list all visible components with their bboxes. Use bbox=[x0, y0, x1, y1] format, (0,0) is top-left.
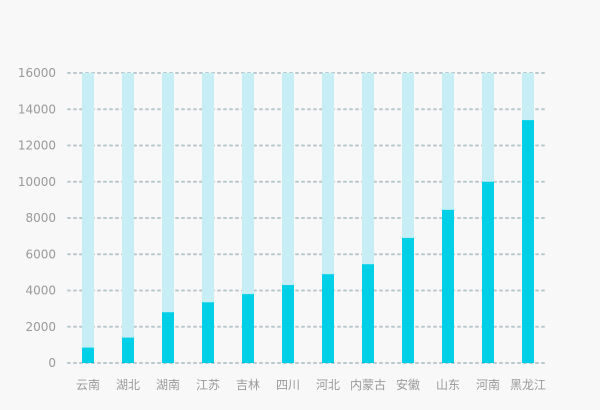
bar bbox=[122, 337, 134, 363]
x-category-label: 安徽 bbox=[396, 377, 420, 392]
y-tick-label: 14000 bbox=[18, 102, 56, 116]
y-tick-label: 0 bbox=[48, 356, 56, 370]
y-axis-tick-labels: 0 2000 4000 6000 8000 10000 12000 14000 16000 bbox=[18, 66, 56, 370]
bar bbox=[242, 294, 254, 363]
bar bbox=[362, 264, 374, 363]
x-category-label: 山东 bbox=[436, 378, 460, 392]
y-tick-label: 10000 bbox=[18, 175, 56, 189]
bar bbox=[322, 274, 334, 363]
bar bbox=[402, 237, 414, 363]
background-bar bbox=[162, 73, 174, 363]
x-category-label: 内蒙古 bbox=[350, 377, 386, 392]
y-tick-label: 8000 bbox=[25, 211, 56, 225]
x-category-label: 河南 bbox=[476, 377, 500, 392]
x-category-label: 河北 bbox=[316, 378, 340, 392]
y-tick-label: 16000 bbox=[18, 66, 56, 80]
bar bbox=[282, 285, 294, 363]
bar bbox=[522, 120, 534, 363]
x-category-label: 云南 bbox=[76, 377, 100, 392]
bar bbox=[162, 312, 174, 363]
bar bbox=[442, 209, 454, 363]
x-category-label: 黑龙江 bbox=[510, 378, 546, 392]
data-bars bbox=[82, 120, 534, 363]
background-bar bbox=[242, 73, 254, 363]
background-bar bbox=[202, 73, 214, 363]
bar bbox=[202, 302, 214, 363]
x-category-label: 吉林 bbox=[236, 378, 260, 392]
x-category-label: 四川 bbox=[276, 378, 300, 392]
x-category-label: 江苏 bbox=[196, 378, 220, 392]
bar bbox=[482, 181, 494, 363]
x-category-label: 湖北 bbox=[116, 377, 140, 392]
y-tick-label: 12000 bbox=[18, 139, 56, 153]
y-tick-label: 4000 bbox=[25, 284, 56, 298]
bar bbox=[82, 347, 94, 363]
y-tick-label: 6000 bbox=[25, 247, 56, 261]
background-bar bbox=[82, 73, 94, 363]
x-axis-category-labels: 云南 湖北 湖南 江苏 吉林 四川 河北 内蒙古 安徽 山东 河南 黑龙江 bbox=[76, 377, 546, 392]
y-tick-label: 2000 bbox=[25, 320, 56, 334]
grid-lines bbox=[67, 72, 549, 364]
x-category-label: 湖南 bbox=[156, 377, 180, 392]
background-bar bbox=[122, 73, 134, 363]
